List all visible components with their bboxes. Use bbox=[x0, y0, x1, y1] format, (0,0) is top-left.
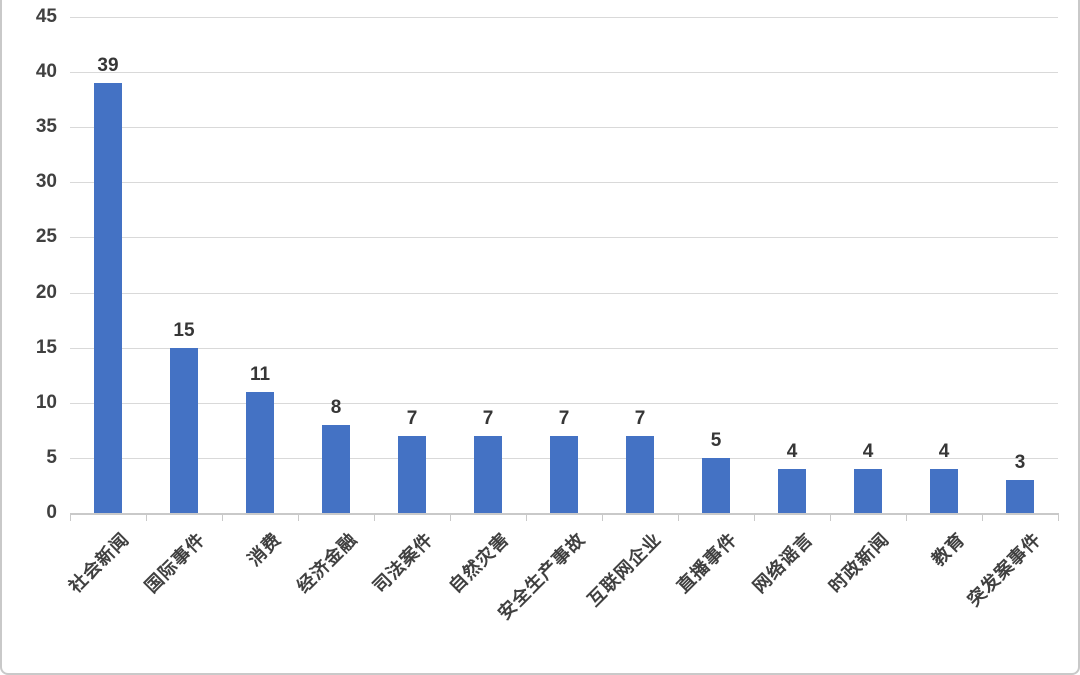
bar-司法案件 bbox=[398, 436, 426, 513]
bar-value-label: 11 bbox=[249, 364, 271, 385]
bar-国际事件 bbox=[170, 348, 198, 513]
y-gridline bbox=[70, 182, 1058, 183]
bar-value-label: 5 bbox=[710, 430, 722, 451]
bar-自然灾害 bbox=[474, 436, 502, 513]
bar-安全生产事故 bbox=[550, 436, 578, 513]
bar-value-label: 7 bbox=[558, 408, 570, 429]
bar-value-label: 7 bbox=[482, 408, 494, 429]
bar-直播事件 bbox=[702, 458, 730, 513]
x-axis-tick-mark bbox=[526, 515, 527, 521]
y-axis-tick-label: 5 bbox=[46, 447, 57, 468]
x-axis-category-label-text: 司法案件 bbox=[369, 528, 437, 597]
x-axis-tick-mark bbox=[374, 515, 375, 521]
bar-经济金融 bbox=[322, 425, 350, 513]
x-axis-category-label-text: 教育 bbox=[927, 528, 969, 570]
y-gridline bbox=[70, 127, 1058, 128]
bar-value-label: 7 bbox=[634, 408, 646, 429]
bar-value-label: 4 bbox=[938, 441, 950, 462]
bar-网络谣言 bbox=[778, 469, 806, 513]
y-gridline bbox=[70, 17, 1058, 18]
y-gridline bbox=[70, 293, 1058, 294]
bar-时政新闻 bbox=[854, 469, 882, 513]
bar-突发案事件 bbox=[1006, 480, 1034, 513]
x-axis-category-label-text: 社会新闻 bbox=[65, 528, 133, 597]
y-gridline bbox=[70, 348, 1058, 349]
x-axis-tick-mark bbox=[906, 515, 907, 521]
x-axis-category-label-text: 经济金融 bbox=[293, 528, 361, 597]
x-axis-category-label-text: 时政新闻 bbox=[825, 528, 893, 597]
bar-value-label: 4 bbox=[786, 441, 798, 462]
x-axis-tick-mark bbox=[450, 515, 451, 521]
x-axis-tick-mark bbox=[146, 515, 147, 521]
y-axis-tick-label: 20 bbox=[35, 282, 57, 303]
bar-互联网企业 bbox=[626, 436, 654, 513]
x-axis-tick-mark bbox=[830, 515, 831, 521]
y-axis-tick-label: 0 bbox=[46, 502, 57, 523]
x-axis-tick-mark bbox=[602, 515, 603, 521]
bar-value-label: 15 bbox=[173, 320, 195, 341]
x-axis-category-label-text: 自然灾害 bbox=[445, 528, 513, 597]
y-gridline bbox=[70, 237, 1058, 238]
x-axis-tick-mark bbox=[222, 515, 223, 521]
y-axis-tick-label: 40 bbox=[35, 61, 57, 82]
x-axis-tick-mark bbox=[1058, 515, 1059, 521]
bar-消费 bbox=[246, 392, 274, 513]
y-axis-tick-label: 10 bbox=[35, 392, 57, 413]
x-axis-tick-mark bbox=[298, 515, 299, 521]
x-axis-tick-mark bbox=[754, 515, 755, 521]
y-axis-tick-label: 35 bbox=[35, 116, 57, 137]
y-gridline bbox=[70, 403, 1058, 404]
x-axis-category-label-text: 国际事件 bbox=[141, 528, 209, 597]
bar-value-label: 39 bbox=[97, 55, 119, 76]
x-axis-tick-mark bbox=[70, 515, 71, 521]
y-axis-tick-label: 45 bbox=[35, 6, 57, 27]
x-axis-category-label-text: 突发案事件 bbox=[963, 528, 1045, 611]
x-axis-category-label-text: 直播事件 bbox=[673, 528, 741, 597]
x-axis-tick-mark bbox=[678, 515, 679, 521]
x-axis-category-label-text: 互联网企业 bbox=[583, 528, 665, 611]
bar-value-label: 4 bbox=[862, 441, 874, 462]
y-gridline bbox=[70, 72, 1058, 73]
bar-社会新闻 bbox=[94, 83, 122, 513]
bar-value-label: 8 bbox=[330, 397, 342, 418]
y-axis-tick-label: 15 bbox=[35, 337, 57, 358]
y-axis-tick-label: 30 bbox=[35, 171, 57, 192]
x-axis-line bbox=[70, 513, 1059, 515]
bar-教育 bbox=[930, 469, 958, 513]
bar-value-label: 3 bbox=[1014, 452, 1026, 473]
x-axis-category-label-text: 消费 bbox=[243, 528, 285, 570]
x-axis-category-label-text: 网络谣言 bbox=[749, 528, 817, 597]
y-axis-tick-label: 25 bbox=[35, 226, 57, 247]
x-axis-tick-mark bbox=[982, 515, 983, 521]
bar-value-label: 7 bbox=[406, 408, 418, 429]
